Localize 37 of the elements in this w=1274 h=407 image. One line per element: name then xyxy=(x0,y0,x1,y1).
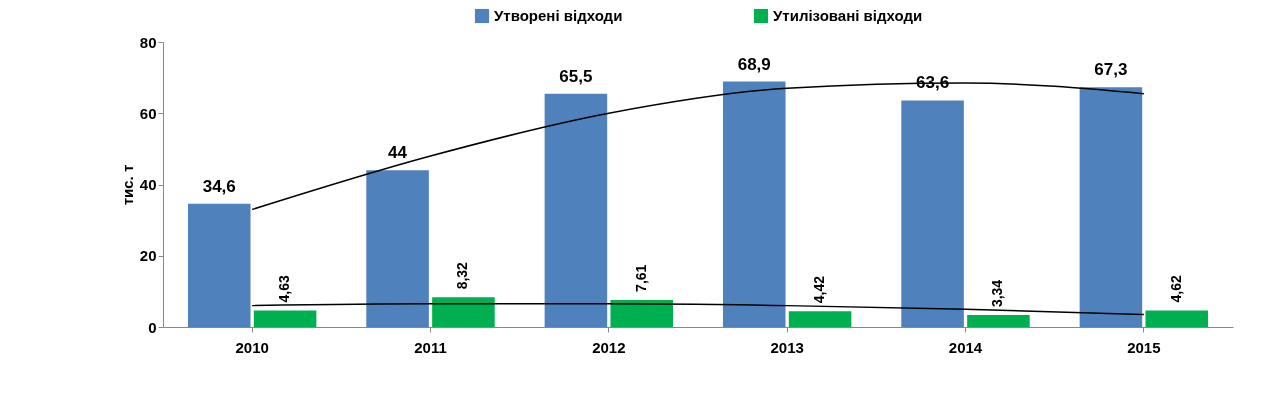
bar xyxy=(187,203,251,327)
y-tick-label: 80 xyxy=(139,33,157,51)
bar xyxy=(1079,87,1143,327)
data-label: 44 xyxy=(388,143,408,163)
data-label: 68,9 xyxy=(737,54,771,74)
y-tick-label: 0 xyxy=(148,318,157,336)
data-label: 3,34 xyxy=(989,279,1006,308)
bar xyxy=(610,299,674,327)
legend-label: Утилізовані відходи xyxy=(773,7,923,24)
x-tick-label: 2015 xyxy=(1127,338,1161,356)
data-label: 7,61 xyxy=(632,264,649,292)
data-label: 67,3 xyxy=(1094,60,1128,80)
x-tick-label: 2012 xyxy=(592,338,626,356)
y-tick-label: 20 xyxy=(139,247,157,265)
x-tick-label: 2010 xyxy=(235,338,269,356)
x-tick-label: 2014 xyxy=(948,338,983,356)
bar xyxy=(1145,310,1209,327)
bar xyxy=(967,315,1030,327)
bar xyxy=(432,297,495,327)
data-label: 4,63 xyxy=(276,275,293,303)
x-tick-label: 2011 xyxy=(414,338,447,356)
legend-label: Утворені відходи xyxy=(494,7,623,24)
y-axis-title: тис. т xyxy=(118,164,136,206)
bar xyxy=(366,170,429,327)
bar xyxy=(253,310,317,327)
bar xyxy=(788,311,852,327)
y-tick-label: 60 xyxy=(139,104,157,122)
x-tick-label: 2013 xyxy=(770,338,804,356)
y-tick-label: 40 xyxy=(139,176,157,193)
data-label: 4,42 xyxy=(811,275,828,304)
data-label: 65,5 xyxy=(559,66,593,86)
bar xyxy=(722,81,786,327)
data-label: 34,6 xyxy=(202,176,236,196)
data-label: 8,32 xyxy=(454,261,471,290)
bar xyxy=(544,93,608,327)
bar xyxy=(901,100,964,327)
data-label: 4,62 xyxy=(1167,275,1184,303)
